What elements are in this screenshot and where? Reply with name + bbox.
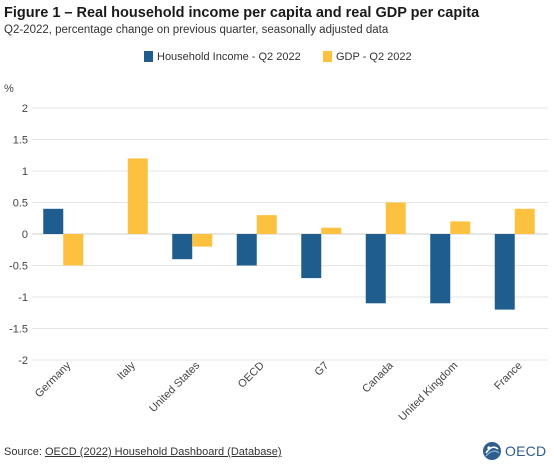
gdp-bar-germany [63,234,84,266]
source-note: Source: OECD (2022) Household Dashboard … [4,446,282,458]
x-tick-label: OECD [236,360,267,391]
gdp-bar-g7 [321,227,342,234]
y-tick-label: -1 [18,292,28,304]
x-tick-label: United States [147,359,203,415]
gdp-bar-oecd [256,215,277,234]
y-tick-label: -1.5 [9,324,28,336]
x-tick-label: Germany [33,359,74,400]
source-link[interactable]: OECD (2022) Household Dashboard (Databas… [44,446,282,458]
household-income-bar-united-states [172,234,193,260]
y-tick-label: 2 [22,103,28,115]
household-income-bar-france [494,234,515,310]
chart-subtitle: Q2-2022, percentage change on previous q… [4,24,389,36]
oecd-globe-icon [483,442,501,460]
y-tick-label: -2 [18,355,28,367]
legend-gdp-swatch [323,51,332,62]
x-tick-label: United Kingdom [397,360,461,424]
legend-household-label: Household Income - Q2 2022 [157,51,301,63]
gdp-bar-canada [385,202,406,234]
household-income-bar-united-kingdom [430,234,451,304]
y-tick-label: -0.5 [9,261,28,273]
y-tick-label: 0 [22,229,28,241]
legend-gdp-label: GDP - Q2 2022 [336,51,412,63]
gdp-bar-united-kingdom [450,221,471,234]
chart-title: Figure 1 – Real household income per cap… [4,5,480,21]
y-tick-label: 1 [22,166,28,178]
bar-chart: % -2 -1.5 -1 -0.5 0 0.5 1 1.5 2 Germany Italy United… [4,51,548,424]
x-tick-label: France [492,360,525,393]
household-income-bar-g7 [301,234,322,279]
household-income-bar-oecd [236,234,257,266]
gdp-bar-france [514,208,535,234]
x-tick-label: Italy [115,359,138,382]
y-tick-label: 0.5 [13,198,28,210]
gdp-bar-united-states [192,234,213,247]
y-tick-label: 1.5 [13,135,28,147]
x-tick-label: G7 [313,360,332,379]
oecd-logo: OECD [482,440,546,462]
household-income-bar-canada [365,234,386,304]
x-tick-label: Canada [360,359,396,395]
gdp-bar-italy [127,158,148,234]
household-income-bar-germany [43,208,64,234]
source-prefix: Source: [4,446,45,458]
legend-household-swatch [144,51,153,62]
y-axis-unit-label: % [4,83,14,95]
oecd-logo-text: OECD [505,443,547,459]
